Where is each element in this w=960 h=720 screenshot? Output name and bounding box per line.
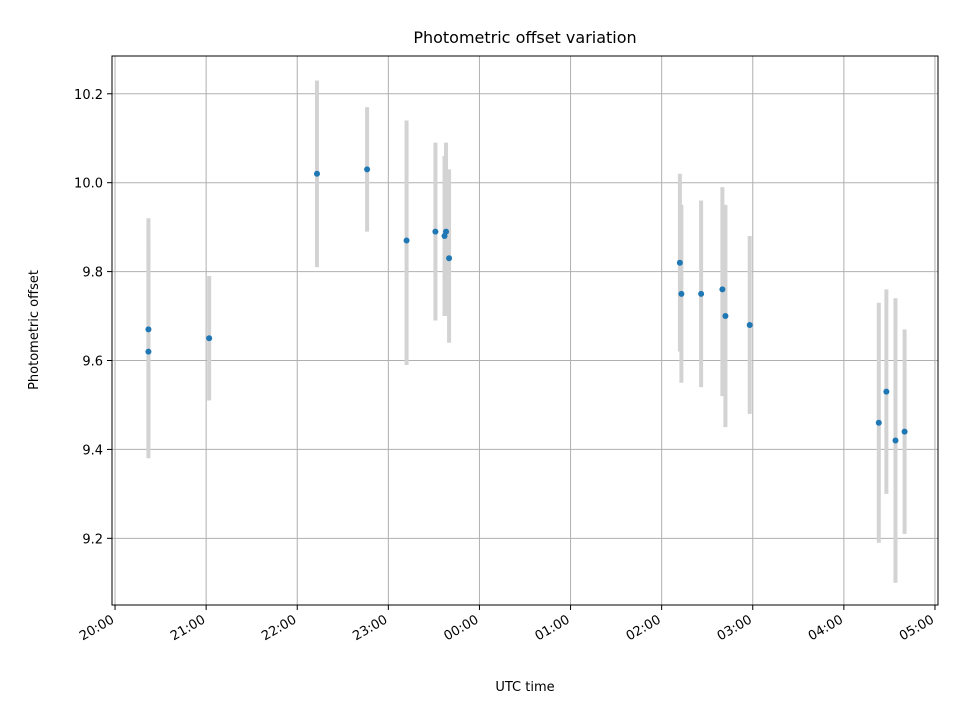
y-tick-label: 10.2 bbox=[74, 88, 103, 103]
data-point bbox=[145, 348, 152, 355]
data-point bbox=[432, 228, 439, 235]
data-point bbox=[145, 326, 152, 333]
x-axis-label: UTC time bbox=[495, 680, 554, 695]
grid bbox=[112, 56, 938, 605]
data-point bbox=[403, 237, 410, 244]
y-axis-ticks: 9.2 9.4 9.6 9.8 10.0 10.2 bbox=[74, 88, 112, 547]
y-tick-label: 9.2 bbox=[82, 532, 103, 547]
data-point bbox=[446, 255, 453, 262]
data-point bbox=[676, 259, 683, 266]
data-point bbox=[901, 428, 908, 435]
data-point bbox=[678, 290, 685, 297]
y-tick-label: 9.4 bbox=[82, 443, 103, 458]
data-point bbox=[722, 313, 729, 320]
data-points bbox=[145, 166, 908, 444]
data-point bbox=[698, 290, 705, 297]
y-tick-label: 10.0 bbox=[74, 177, 103, 192]
data-point bbox=[719, 286, 726, 293]
data-point bbox=[206, 335, 213, 342]
data-point bbox=[875, 419, 882, 426]
data-point bbox=[746, 321, 753, 328]
data-point bbox=[443, 228, 450, 235]
data-point bbox=[313, 170, 320, 177]
chart-title: Photometric offset variation bbox=[413, 28, 636, 47]
data-point bbox=[892, 437, 899, 444]
plot-frame bbox=[111, 55, 939, 606]
y-tick-label: 9.6 bbox=[82, 355, 103, 370]
data-point bbox=[883, 388, 890, 395]
y-axis-label: Photometric offset bbox=[27, 270, 42, 390]
y-tick-label: 9.8 bbox=[82, 266, 103, 281]
data-point bbox=[364, 166, 371, 173]
